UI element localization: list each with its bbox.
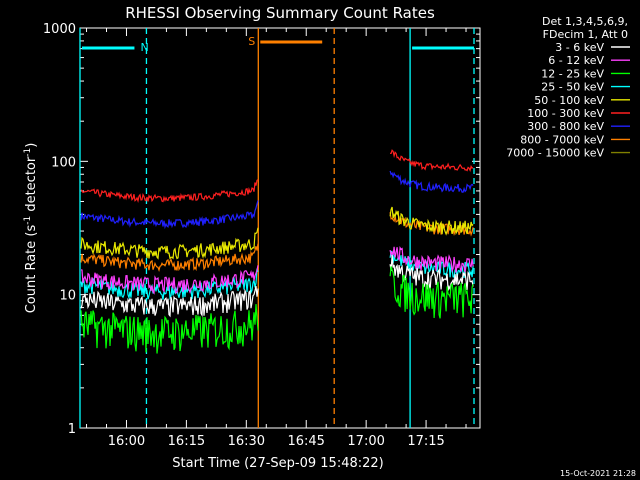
- legend-label: 800 - 7000 keV: [520, 133, 604, 146]
- footer-date: 15-Oct-2021 21:28: [560, 469, 636, 478]
- legend-header-line-1: Det 1,3,4,5,6,9,: [542, 15, 628, 28]
- series-trace-after: [389, 266, 474, 319]
- series-trace-after: [389, 206, 474, 236]
- series-trace-before: [80, 285, 259, 318]
- x-tick-label: 17:15: [407, 434, 444, 449]
- series-trace-after: [389, 212, 474, 237]
- chart-title: RHESSI Observing Summary Count Rates: [125, 4, 435, 22]
- series-trace-before: [80, 200, 259, 230]
- legend-label: 3 - 6 keV: [555, 41, 604, 54]
- x-tick-label: 16:30: [228, 434, 265, 449]
- y-tick-label: 10: [59, 289, 76, 304]
- legend: Det 1,3,4,5,6,9, FDecim 1, Att 0 3 - 6 k…: [506, 15, 630, 160]
- y-axis-label: Count Rate (s-1 detector-1): [23, 143, 39, 314]
- legend-label: 25 - 50 keV: [541, 81, 604, 94]
- legend-label: 7000 - 15000 keV: [506, 147, 604, 160]
- y-tick-label: 100: [51, 155, 76, 170]
- marker-label: N: [140, 41, 148, 54]
- legend-label: 12 - 25 keV: [541, 67, 604, 80]
- series-trace-before: [80, 179, 259, 203]
- series-trace-before: [80, 265, 259, 295]
- axes: 1 10 100 1000 16:00 16:15 16:30 16:45 17:00 17:15: [43, 22, 481, 449]
- legend-label: 100 - 300 keV: [527, 107, 604, 120]
- y-tick-label: 1: [68, 422, 76, 437]
- x-tick-label: 16:45: [287, 434, 324, 449]
- series-trace-before: [80, 227, 259, 260]
- x-tick-label: 16:15: [168, 434, 205, 449]
- legend-header-line-2: FDecim 1, Att 0: [543, 28, 628, 41]
- x-axis-label: Start Time (27-Sep-09 15:48:22): [172, 456, 383, 471]
- legend-label: 300 - 800 keV: [527, 120, 604, 133]
- legend-label: 6 - 12 keV: [548, 54, 604, 67]
- marker-label: S: [248, 35, 255, 48]
- y-tick-label: 1000: [43, 22, 76, 37]
- series-trace-after: [389, 246, 474, 273]
- series-trace-after: [390, 149, 474, 173]
- series-trace-before: [80, 243, 259, 272]
- series-trace-before: [80, 304, 259, 354]
- series-trace-after: [389, 170, 474, 193]
- series-lines: [80, 149, 474, 354]
- svg-text:Count Rate (s-1 detector-1): Count Rate (s-1 detector-1): [23, 143, 39, 314]
- x-tick-label: 16:00: [108, 434, 145, 449]
- x-tick-label: 17:00: [347, 434, 384, 449]
- legend-label: 50 - 100 keV: [534, 94, 604, 107]
